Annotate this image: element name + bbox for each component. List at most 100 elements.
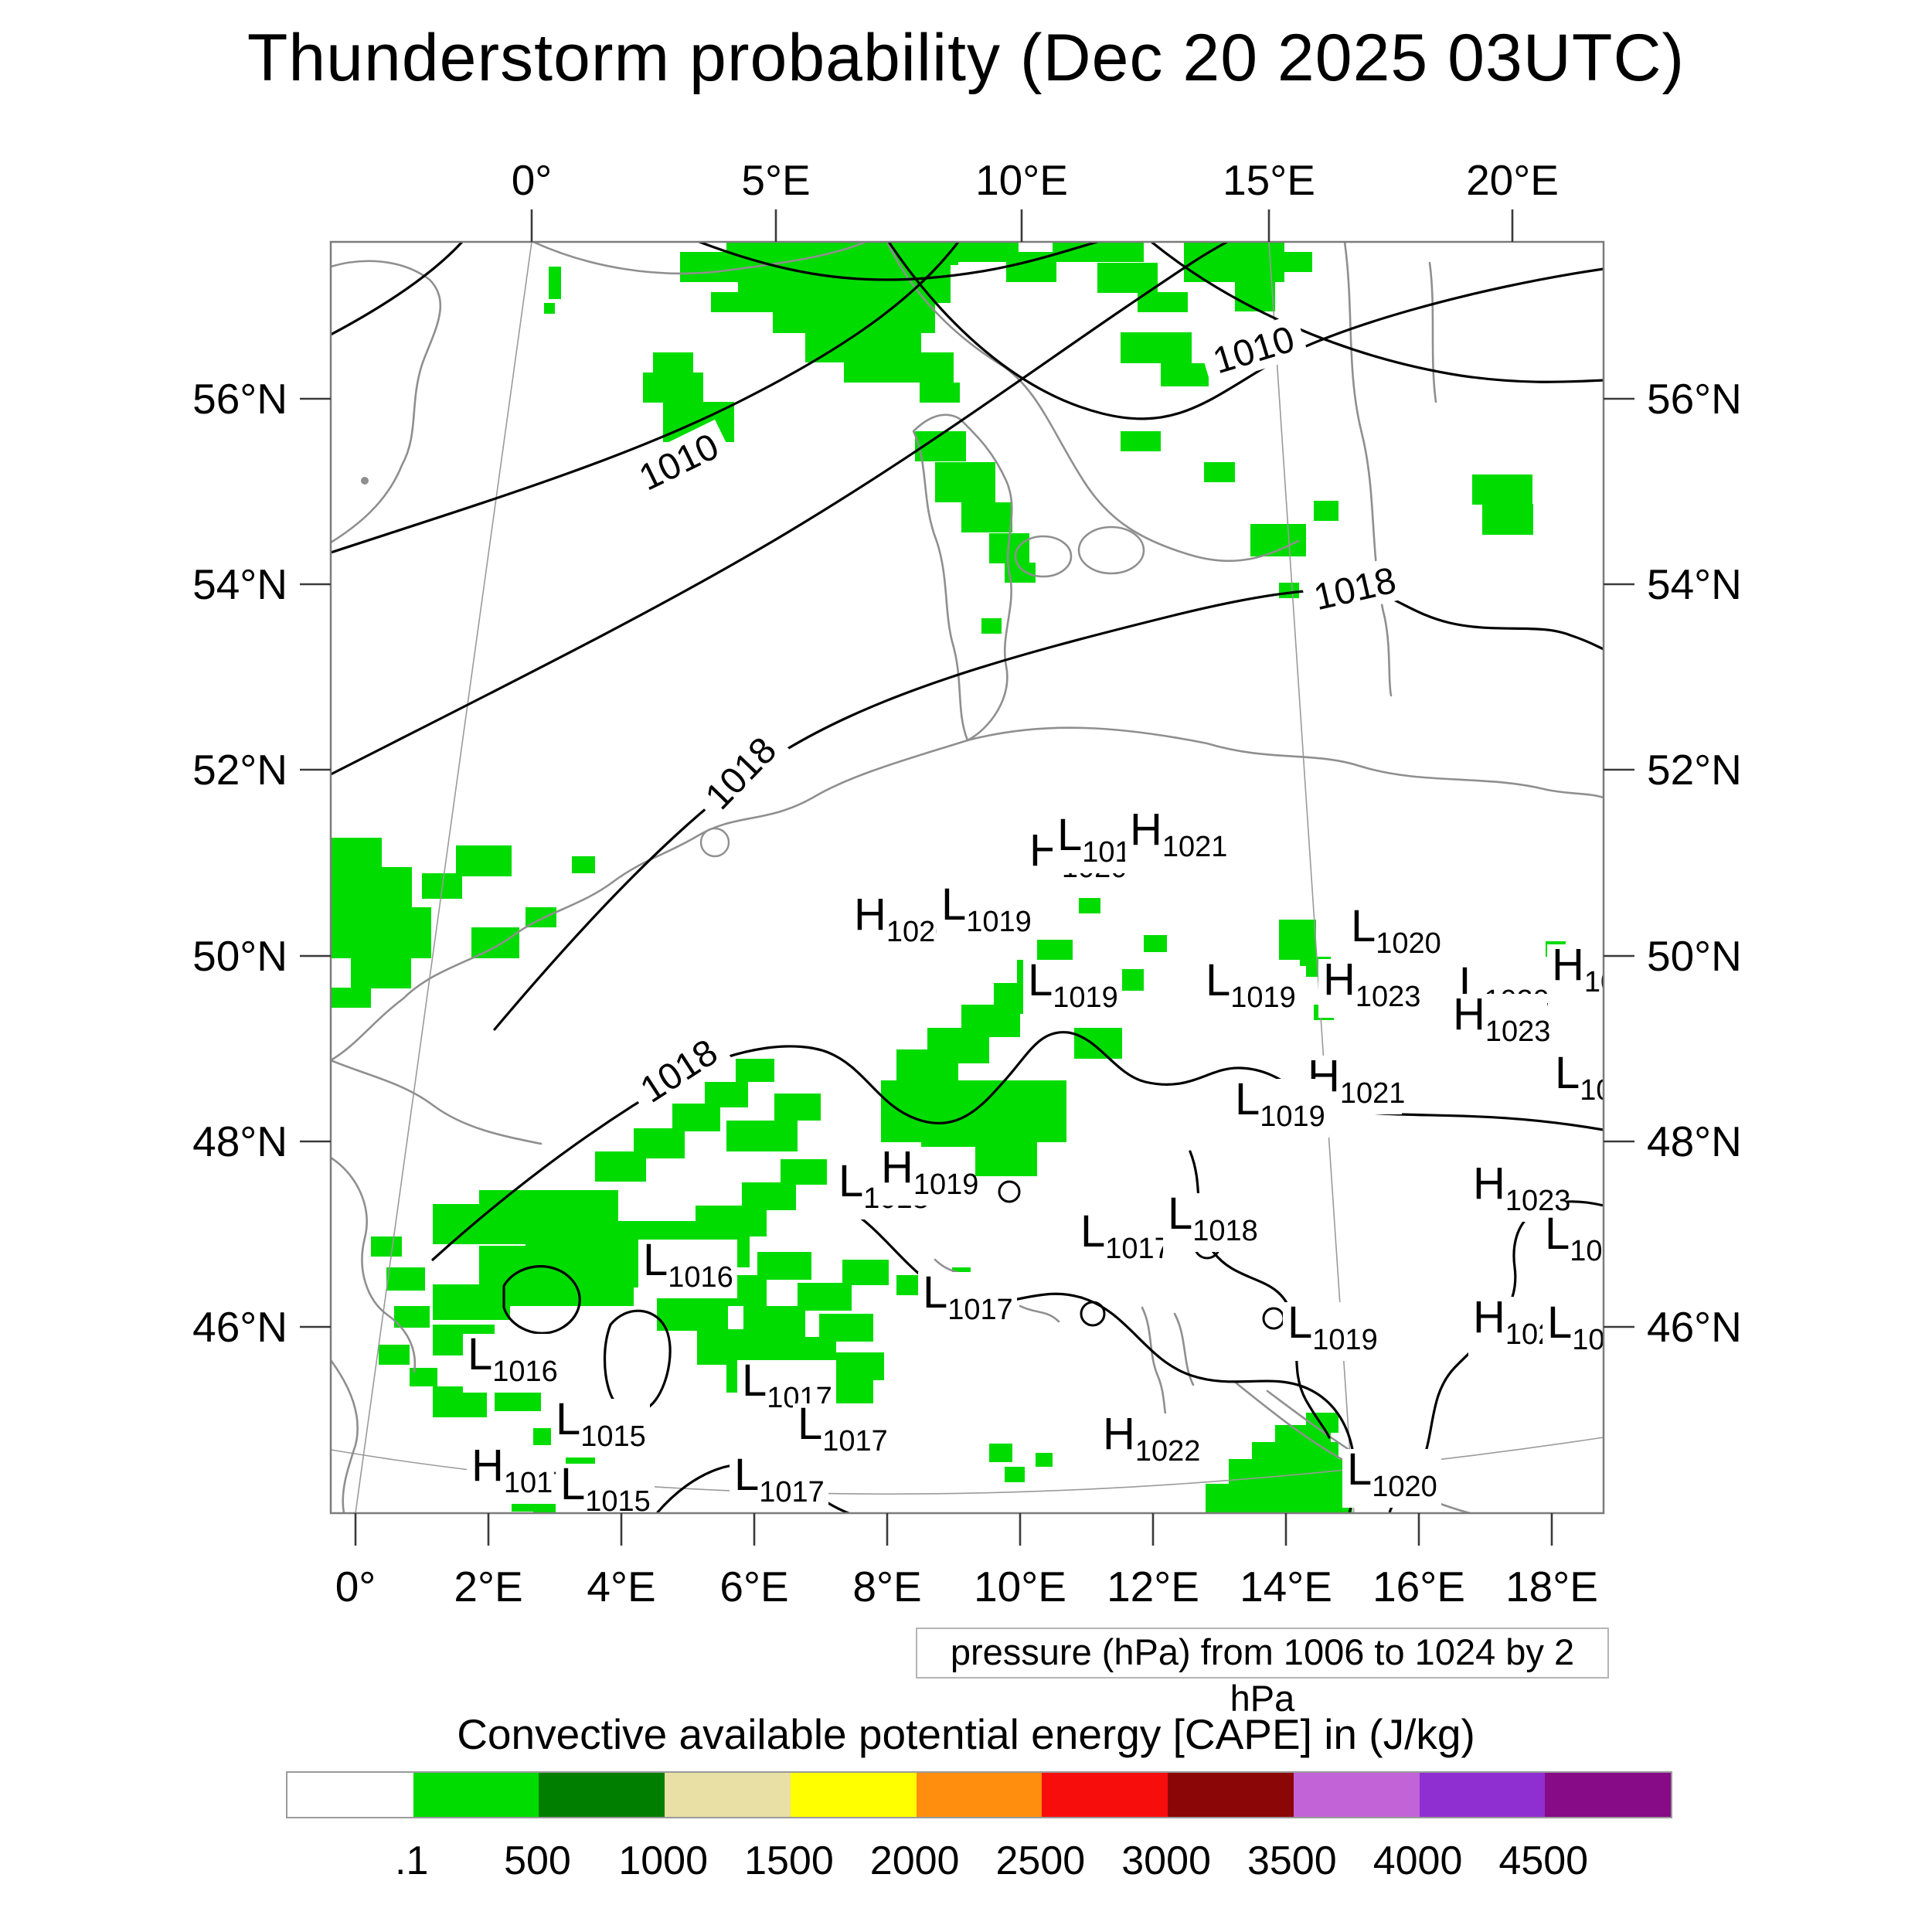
cape-cell bbox=[433, 1284, 510, 1320]
pressure-center-value: 1017 bbox=[1105, 1233, 1171, 1265]
pressure-center-value: 1020 bbox=[1584, 966, 1650, 998]
pressure-center-value: 1016 bbox=[668, 1261, 733, 1294]
isobar bbox=[603, 1309, 672, 1413]
coastline bbox=[1173, 1312, 1195, 1386]
pressure-center-letter: L1020 bbox=[1555, 1048, 1645, 1107]
pressure-center-value: 1020 bbox=[1580, 1074, 1645, 1107]
cape-cell bbox=[961, 502, 1012, 532]
isobar-closed-loop bbox=[1080, 1301, 1106, 1327]
bottom-axis-label: 10°E bbox=[974, 1563, 1066, 1611]
pressure-center-bg bbox=[937, 884, 1036, 943]
cape-cell bbox=[1097, 263, 1158, 293]
cape-cell bbox=[711, 292, 782, 312]
colorbar-segment bbox=[665, 1773, 791, 1817]
cape-cell bbox=[842, 1260, 889, 1285]
pressure-center-value: 1020 bbox=[1572, 1324, 1638, 1356]
cape-cell bbox=[1079, 898, 1100, 913]
colorbar-segment bbox=[539, 1773, 665, 1817]
isobar-label-bg bbox=[623, 419, 734, 504]
cape-cell bbox=[394, 1306, 430, 1328]
pressure-center-bg bbox=[1448, 994, 1547, 1053]
right-axis-label: 56°N bbox=[1647, 375, 1742, 423]
cape-cell bbox=[836, 1352, 884, 1380]
colorbar-tick-label: 500 bbox=[504, 1838, 571, 1883]
pressure-center: L1019 bbox=[1023, 955, 1122, 1019]
isobar-label: 1018 bbox=[689, 721, 791, 825]
right-axis-label: 54°N bbox=[1647, 560, 1742, 608]
pressure-center-bg bbox=[876, 1147, 975, 1206]
cape-cell bbox=[1121, 431, 1161, 451]
isobar bbox=[331, 242, 960, 554]
pressure-center: H1023 bbox=[1468, 1158, 1570, 1222]
cape-cell bbox=[726, 1121, 798, 1151]
cape-cell bbox=[331, 867, 412, 907]
pressure-caption: pressure (hPa) from 1006 to 1024 by 2 hP… bbox=[916, 1628, 1609, 1719]
right-axis-label: 50°N bbox=[1647, 932, 1742, 980]
pressure-center: H1019 bbox=[876, 1142, 978, 1206]
cape-cell bbox=[935, 462, 995, 502]
pressure-center-value: 1019 bbox=[966, 906, 1032, 938]
cape-cell bbox=[595, 1151, 646, 1182]
bottom-axis-label: 12°E bbox=[1107, 1563, 1199, 1611]
cape-cell bbox=[773, 303, 935, 333]
pressure-center-value: 1019 bbox=[913, 1168, 979, 1201]
pressure-center-bg bbox=[1283, 1302, 1382, 1361]
colorbar bbox=[286, 1771, 1672, 1818]
isobar bbox=[331, 242, 1229, 776]
bottom-axis-label: 14°E bbox=[1240, 1563, 1332, 1611]
pressure-center: H1023 bbox=[1448, 989, 1550, 1053]
pressure-center-bg bbox=[463, 1334, 562, 1393]
cape-cell bbox=[920, 383, 960, 403]
colorbar-tick-label: 4500 bbox=[1498, 1838, 1589, 1883]
pressure-center-value: 1020 bbox=[1372, 1471, 1437, 1503]
colorbar-tick-label: 3000 bbox=[1121, 1838, 1211, 1883]
cape-cell bbox=[774, 1094, 821, 1121]
cape-cell bbox=[371, 1236, 402, 1257]
pressure-center-bg bbox=[556, 1464, 655, 1513]
left-axis-label: 50°N bbox=[192, 932, 287, 980]
coastline bbox=[532, 242, 867, 275]
pressure-center-bg bbox=[1098, 1413, 1197, 1472]
cape-cell bbox=[1144, 935, 1167, 952]
coastline bbox=[331, 1156, 417, 1373]
axes-layer: 0° 5°E 10°E 15°E 20°E 0° 2°E 4°E 6°E 8°E 10°E 12°E 1… bbox=[192, 156, 1742, 1611]
cape-cell bbox=[743, 1306, 805, 1337]
left-axis-label: 54°N bbox=[192, 560, 287, 608]
colorbar-tick-label: 1500 bbox=[744, 1838, 834, 1883]
right-axis-label: 52°N bbox=[1647, 746, 1742, 794]
right-axis-label: 46°N bbox=[1647, 1303, 1742, 1351]
colorbar-segment bbox=[916, 1773, 1043, 1817]
pressure-center: H1020 bbox=[849, 889, 951, 953]
bottom-axis-label: 8°E bbox=[852, 1563, 921, 1611]
pressure-center-bg bbox=[551, 1399, 650, 1458]
bottom-axis-label: 16°E bbox=[1372, 1563, 1465, 1611]
cape-cell bbox=[1279, 583, 1299, 598]
graticule-line bbox=[355, 242, 532, 1513]
pressure-center-value: 1021 bbox=[1340, 1077, 1406, 1110]
map-frame bbox=[329, 240, 1605, 1515]
pressure-center: L1020 bbox=[1342, 1444, 1441, 1508]
colorbar-title: Convective available potential energy [C… bbox=[457, 1710, 1475, 1758]
cape-cell bbox=[1053, 242, 1144, 262]
coastline bbox=[331, 739, 969, 1062]
pressure-center: L1016 bbox=[638, 1235, 737, 1298]
bottom-axis-label: 4°E bbox=[587, 1563, 655, 1611]
cape-cell bbox=[1206, 1484, 1352, 1513]
colorbar-segment bbox=[1042, 1773, 1168, 1817]
left-axis-label: 48°N bbox=[192, 1117, 287, 1165]
pressure-center-bg bbox=[1346, 906, 1445, 964]
colorbar-segment bbox=[1293, 1773, 1420, 1817]
cape-cell bbox=[1204, 462, 1235, 482]
coastline bbox=[1428, 261, 1437, 403]
pressure-center-bg bbox=[849, 894, 948, 953]
pressure-center-value: 1015 bbox=[585, 1485, 651, 1518]
cape-cell bbox=[781, 1159, 827, 1185]
colorbar-segment bbox=[287, 1773, 413, 1817]
colorbar-tick-label: 1000 bbox=[618, 1838, 709, 1883]
cape-cell bbox=[883, 352, 954, 383]
pressure-center-bg bbox=[1023, 960, 1122, 1019]
cape-cell bbox=[549, 267, 561, 299]
pressure-center: L1015 bbox=[556, 1459, 655, 1518]
